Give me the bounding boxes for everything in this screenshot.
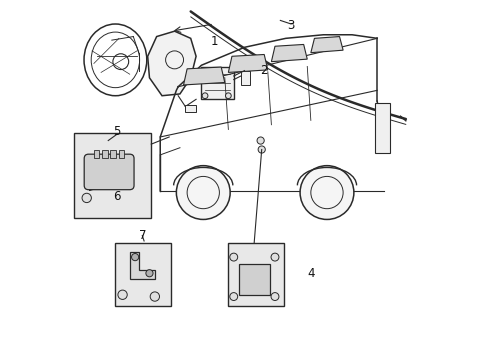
Text: 6: 6 [113, 190, 121, 203]
Bar [228, 243, 284, 306]
FancyBboxPatch shape [84, 154, 134, 190]
Bar [119, 149, 124, 158]
Circle shape [300, 166, 353, 220]
Circle shape [176, 166, 230, 220]
Text: 5: 5 [113, 125, 121, 138]
Circle shape [229, 253, 237, 261]
Circle shape [258, 146, 265, 153]
Bar [239, 264, 269, 295]
Circle shape [229, 293, 237, 301]
Circle shape [145, 270, 153, 277]
Bar [102, 149, 107, 158]
Bar [241, 71, 249, 85]
Bar [110, 149, 116, 158]
Polygon shape [271, 44, 306, 62]
Polygon shape [310, 37, 343, 53]
Circle shape [202, 93, 207, 99]
Text: 7: 7 [138, 229, 146, 242]
Circle shape [150, 292, 159, 301]
Circle shape [82, 193, 91, 203]
Bar [115, 243, 171, 306]
Bar [94, 149, 99, 158]
Text: 3: 3 [287, 19, 294, 32]
Text: 4: 4 [306, 267, 314, 280]
Circle shape [118, 290, 127, 300]
Polygon shape [183, 67, 224, 85]
Text: 2: 2 [260, 64, 267, 77]
Polygon shape [147, 31, 196, 96]
Circle shape [257, 137, 264, 144]
Bar [375, 103, 389, 153]
Polygon shape [129, 252, 155, 279]
Bar [74, 134, 151, 218]
Circle shape [131, 253, 139, 261]
Circle shape [225, 93, 231, 99]
Circle shape [270, 253, 278, 261]
Circle shape [270, 293, 278, 301]
Polygon shape [228, 54, 267, 72]
Text: 1: 1 [210, 35, 217, 49]
Bar [201, 67, 233, 99]
Bar [185, 105, 196, 112]
